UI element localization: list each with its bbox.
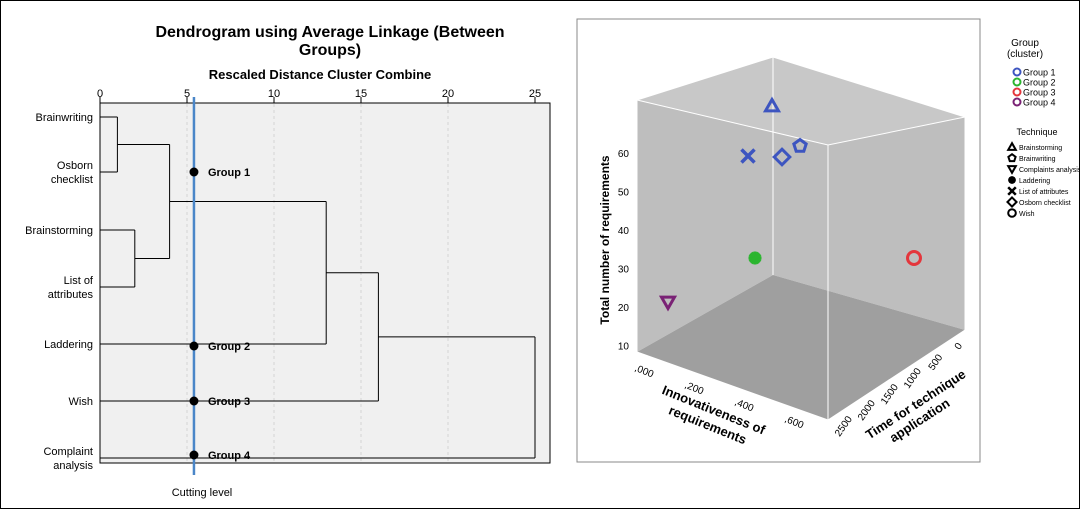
- dendrogram-group-markers: Group 1 Group 2 Group 3 Group 4: [189, 167, 251, 462]
- dendrogram-tick-label: 5: [184, 88, 190, 100]
- dendrogram-tick-label: 10: [268, 88, 280, 100]
- dendrogram-title-line2: Groups): [299, 42, 361, 59]
- dendrogram-leaf-label: Laddering: [44, 339, 93, 351]
- dendrogram-leaf-label: Complaint: [43, 446, 93, 458]
- dendrogram-title-line1: Dendrogram using Average Linkage (Betwee…: [155, 24, 504, 41]
- dendrogram-tick-label: 25: [529, 88, 541, 100]
- cutting-level-label: Cutting level: [172, 487, 233, 499]
- dendrogram-leaf-label: Brainstorming: [25, 225, 93, 237]
- group-cut-marker: [189, 396, 199, 406]
- dendrogram-tree: [100, 116, 536, 459]
- group-cut-label: Group 2: [208, 341, 250, 353]
- group-cut-label: Group 3: [208, 396, 250, 408]
- dendrogram-axis-ticks: 0 5 10 15 20 25: [97, 88, 541, 103]
- dendrogram-leaf-label: Wish: [69, 396, 93, 408]
- group-cut-label: Group 4: [208, 450, 251, 462]
- dendrogram-subtitle: Rescaled Distance Cluster Combine: [209, 67, 432, 82]
- dendrogram-leaf-labels: Brainwriting Osborn checklist Brainstorming…: [25, 112, 94, 472]
- dendrogram-leaf-label: Brainwriting: [36, 112, 93, 124]
- dendrogram-tick-label: 0: [97, 88, 103, 100]
- dendrogram-tick-label: 15: [355, 88, 367, 100]
- dendrogram-plot-area: [99, 102, 551, 464]
- dendrogram-leaf-label: List of: [64, 275, 94, 287]
- group-cut-marker: [189, 167, 199, 177]
- dendrogram-leaf-label: checklist: [51, 174, 93, 186]
- dendrogram-leaf-label: analysis: [53, 460, 93, 472]
- group-cut-marker: [189, 450, 199, 460]
- dendrogram-leaf-label: Osborn: [57, 160, 93, 172]
- dendrogram-panel: Dendrogram using Average Linkage (Betwee…: [25, 24, 551, 499]
- dendrogram-leaf-label: attributes: [48, 289, 94, 301]
- group-cut-label: Group 1: [208, 167, 250, 179]
- group-cut-marker: [189, 341, 199, 351]
- dendrogram-tick-label: 20: [442, 88, 454, 100]
